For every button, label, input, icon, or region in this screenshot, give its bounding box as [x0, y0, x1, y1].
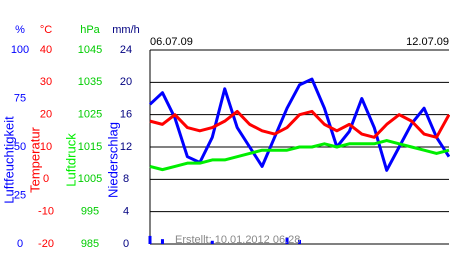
axis-title: Luftdruck — [63, 133, 78, 187]
y-tick-label: -10 — [38, 206, 54, 218]
precip-bar — [298, 239, 301, 244]
axis-unit: hPa — [80, 24, 100, 36]
x-tick-label: 06.07.09 — [150, 36, 193, 48]
y-tick-label: 0 — [17, 238, 23, 250]
precip-bar — [160, 239, 164, 244]
y-tick-label: 20 — [40, 109, 52, 121]
y-tick-label: 40 — [40, 44, 52, 56]
y-tick-label: -20 — [38, 238, 54, 250]
y-tick-label: 0 — [123, 238, 129, 250]
precip-bar — [210, 240, 214, 244]
y-tick-label: 985 — [81, 238, 99, 250]
y-tick-label: 8 — [123, 173, 129, 185]
y-tick-label: 1005 — [78, 173, 102, 185]
precip-bar — [148, 235, 152, 244]
y-tick-label: 10 — [40, 141, 52, 153]
y-tick-label: 50 — [14, 141, 26, 153]
axis-title: Niederschlag — [105, 122, 120, 198]
series-line — [149, 109, 450, 139]
precip-bar — [285, 237, 289, 244]
y-tick-label: 100 — [11, 44, 29, 56]
y-tick-label: 1035 — [78, 76, 102, 88]
axis-unit: °C — [40, 24, 52, 36]
axis-unit: mm/h — [112, 24, 140, 36]
y-tick-label: 25 — [14, 189, 26, 201]
y-tick-label: 995 — [81, 206, 99, 218]
y-tick-label: 16 — [120, 109, 132, 121]
axis-unit: % — [15, 24, 25, 36]
y-tick-label: 1045 — [78, 44, 102, 56]
y-tick-label: 0 — [43, 173, 49, 185]
y-tick-label: 4 — [123, 206, 129, 218]
footer: Erstellt: 10.01.2012 06:28 — [175, 234, 300, 246]
y-tick-label: 1015 — [78, 141, 102, 153]
axis-title: Temperatur — [27, 126, 42, 192]
x-tick-label: 12.07.09 — [406, 36, 449, 48]
y-tick-label: 12 — [120, 141, 132, 153]
axis-title: Luftfeuchtigkeit — [1, 116, 16, 204]
y-tick-label: 20 — [120, 76, 132, 88]
y-tick-label: 30 — [40, 76, 52, 88]
y-tick-label: 24 — [120, 44, 132, 56]
y-tick-label: 1025 — [78, 109, 102, 121]
series-line — [149, 139, 450, 172]
y-tick-label: 75 — [14, 92, 26, 104]
